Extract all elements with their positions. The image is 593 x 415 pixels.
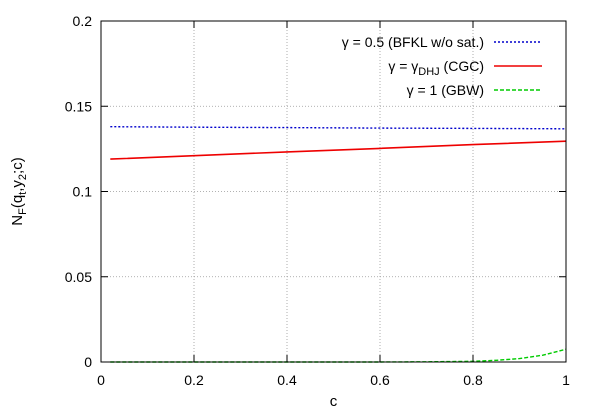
y-axis-label-open: (q (9, 195, 26, 208)
y-tick-label: 0.2 (73, 13, 93, 29)
y-axis-label-base: N (9, 215, 26, 226)
y-tick-label: 0.1 (73, 184, 93, 200)
y-axis-label-sub3: 2 (17, 174, 29, 180)
y-axis-label-sub: F (17, 208, 29, 215)
grid-lines (101, 21, 566, 362)
tick-labels: 0 0.2 0.4 0.6 0.8 1 0 0.05 0.1 0.15 0.2 (65, 13, 570, 388)
legend-label-3: γ = 1 (GBW) (407, 82, 484, 98)
y-axis-label-close: ;c) (9, 157, 26, 174)
legend: γ = 0.5 (BFKL w/o sat.) γ = γDHJ (CGC) γ =… (342, 34, 542, 98)
series-line-1 (110, 126, 567, 130)
y-tick-label: 0 (84, 354, 92, 370)
y-axis-label-mid: ,y (9, 180, 26, 192)
y-axis-label-sub2: t (17, 192, 29, 195)
x-tick-label: 0 (97, 372, 105, 388)
series-line-2 (110, 140, 567, 160)
tick-marks (100, 20, 567, 363)
legend-label-1: γ = 0.5 (BFKL w/o sat.) (342, 34, 484, 50)
series-line-3 (110, 348, 567, 363)
y-axis-label: NF(qt,y2;c) (9, 157, 29, 225)
y-tick-label: 0.05 (65, 269, 92, 285)
x-tick-label: 0.6 (370, 372, 390, 388)
legend-label-2: γ = γDHJ (CGC) (388, 58, 484, 78)
x-tick-label: 0.8 (463, 372, 483, 388)
y-tick-label: 0.15 (65, 98, 92, 114)
series-group (110, 126, 567, 363)
x-axis-label: c (330, 393, 338, 410)
x-tick-label: 1 (562, 372, 570, 388)
x-tick-label: 0.4 (277, 372, 297, 388)
x-tick-label: 0.2 (184, 372, 204, 388)
